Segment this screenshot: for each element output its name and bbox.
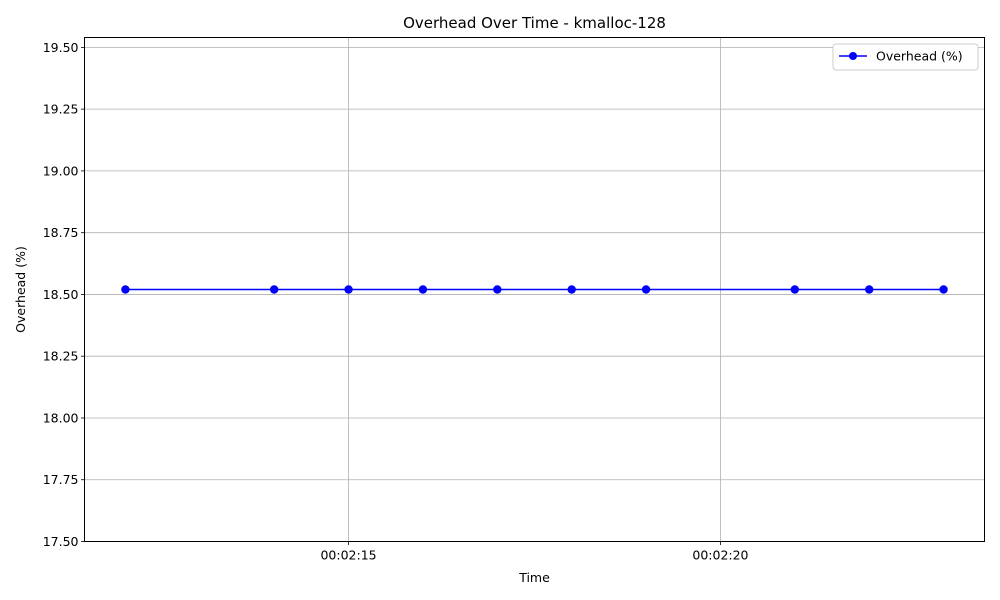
plot-frame [84, 37, 985, 542]
chart-title: Overhead Over Time - kmalloc-128 [403, 14, 666, 32]
y-axis-ticks: 17.50 17.75 18.00 18.25 18.50 18.75 19.00 19.25… [43, 40, 85, 549]
data-point [418, 285, 428, 294]
x-axis-label: Time [518, 570, 550, 585]
x-axis-ticks: 00:02:15 00:02:20 [320, 541, 749, 563]
data-point [493, 285, 502, 294]
y-tick-label: 18.25 [43, 349, 79, 364]
y-tick-label: 19.00 [43, 163, 79, 178]
y-tick-label: 19.25 [43, 102, 79, 117]
legend-marker-swatch [849, 52, 857, 60]
x-tick-label: 00:02:20 [692, 548, 748, 563]
y-tick-label: 17.75 [43, 472, 79, 487]
legend-label: Overhead (%) [876, 49, 963, 64]
data-point [269, 285, 279, 294]
data-point [641, 285, 651, 294]
data-point [790, 285, 800, 294]
data-point [121, 285, 130, 294]
grid-lines [84, 37, 985, 542]
series-layer [121, 285, 948, 294]
y-tick-label: 17.50 [43, 534, 79, 549]
legend-box [832, 43, 979, 71]
y-tick-label: 18.75 [43, 225, 79, 240]
data-point [939, 285, 948, 294]
y-tick-label: 18.00 [43, 410, 79, 425]
data-point [865, 285, 874, 294]
y-tick-label: 19.50 [43, 40, 79, 55]
data-point [344, 285, 353, 294]
legend: Overhead (%) [832, 43, 979, 71]
y-tick-label: 18.50 [43, 287, 79, 302]
x-tick-label: 00:02:15 [320, 548, 376, 563]
data-point [567, 285, 576, 294]
y-axis-label: Overhead (%) [13, 246, 28, 333]
